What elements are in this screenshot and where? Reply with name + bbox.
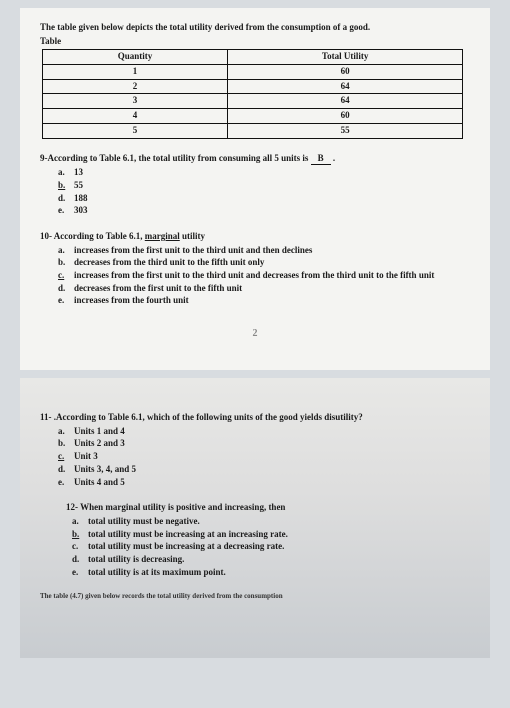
q9-option: d.188 xyxy=(58,193,470,205)
q10-option: b.decreases from the third unit to the f… xyxy=(58,257,470,269)
q9-options: a.13 b.55 d.188 e.303 xyxy=(58,167,470,217)
utility-table: Quantity Total Utility 1 60 2 64 3 64 4 … xyxy=(42,49,463,138)
q9-blank: B xyxy=(311,153,331,166)
question-12: 12- When marginal utility is positive an… xyxy=(66,502,470,578)
table-label: Table xyxy=(40,36,470,48)
q11-option: b.Units 2 and 3 xyxy=(58,438,470,450)
q11-options: a.Units 1 and 4 b.Units 2 and 3 c.Unit 3… xyxy=(58,426,470,488)
q10-stem: 10- According to Table 6.1, marginal uti… xyxy=(40,231,470,243)
q10-option: c.increases from the first unit to the t… xyxy=(58,270,470,282)
q11-option: d.Units 3, 4, and 5 xyxy=(58,464,470,476)
col-total-utility: Total Utility xyxy=(227,50,463,65)
q11-option: e.Units 4 and 5 xyxy=(58,477,470,489)
table-header-row: Quantity Total Utility xyxy=(43,50,463,65)
q9-option: b.55 xyxy=(58,180,470,192)
q12-option: c.total utility must be increasing at a … xyxy=(72,541,470,553)
q10-option: e.increases from the fourth unit xyxy=(58,295,470,307)
q12-stem: 12- When marginal utility is positive an… xyxy=(66,502,470,514)
page-marker: 2 xyxy=(40,327,470,340)
table-row: 2 64 xyxy=(43,79,463,94)
lower-page: 11- .According to Table 6.1, which of th… xyxy=(20,378,490,658)
cutoff-text: The table (4.7) given below records the … xyxy=(40,592,470,601)
q9-option: e.303 xyxy=(58,205,470,217)
q10-option: d.decreases from the first unit to the f… xyxy=(58,283,470,295)
q9-option: a.13 xyxy=(58,167,470,179)
q11-option: a.Units 1 and 4 xyxy=(58,426,470,438)
col-quantity: Quantity xyxy=(43,50,228,65)
intro-text: The table given below depicts the total … xyxy=(40,22,470,34)
q11-option: c.Unit 3 xyxy=(58,451,470,463)
q12-option: d.total utility is decreasing. xyxy=(72,554,470,566)
q12-option: e.total utility is at its maximum point. xyxy=(72,567,470,579)
question-9: 9-According to Table 6.1, the total util… xyxy=(40,153,470,217)
q10-option: a.increases from the first unit to the t… xyxy=(58,245,470,257)
question-11: 11- .According to Table 6.1, which of th… xyxy=(40,412,470,488)
upper-page: The table given below depicts the total … xyxy=(20,8,490,370)
table-row: 5 55 xyxy=(43,123,463,138)
q12-options: a.total utility must be negative. b.tota… xyxy=(72,516,470,578)
q12-option: a.total utility must be negative. xyxy=(72,516,470,528)
table-row: 3 64 xyxy=(43,94,463,109)
spacer xyxy=(40,392,470,412)
q9-stem: 9-According to Table 6.1, the total util… xyxy=(40,153,470,166)
table-row: 4 60 xyxy=(43,109,463,124)
q12-option: b.total utility must be increasing at an… xyxy=(72,529,470,541)
table-row: 1 60 xyxy=(43,65,463,80)
q10-options: a.increases from the first unit to the t… xyxy=(58,245,470,307)
q11-stem: 11- .According to Table 6.1, which of th… xyxy=(40,412,470,424)
question-10: 10- According to Table 6.1, marginal uti… xyxy=(40,231,470,307)
